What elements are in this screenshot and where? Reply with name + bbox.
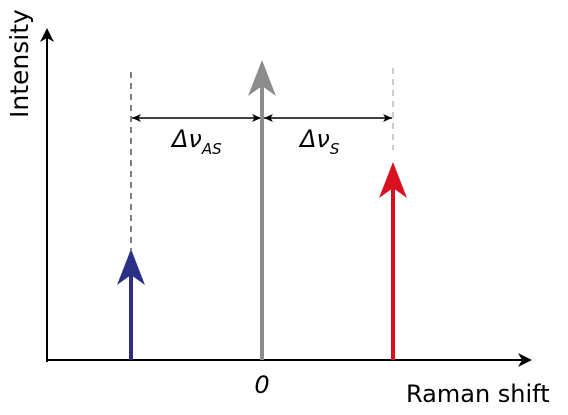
- stokes-shift-label: ΔνS: [298, 125, 340, 158]
- stokes-line: [379, 162, 407, 360]
- y-axis-label: Intensity: [5, 9, 34, 118]
- anti-stokes-line: [117, 249, 145, 360]
- anti-stokes-shift-label: ΔνAS: [170, 125, 222, 158]
- rayleigh-line: [248, 60, 276, 360]
- origin-label: 0: [254, 371, 269, 399]
- x-axis-label: Raman shift: [406, 380, 550, 408]
